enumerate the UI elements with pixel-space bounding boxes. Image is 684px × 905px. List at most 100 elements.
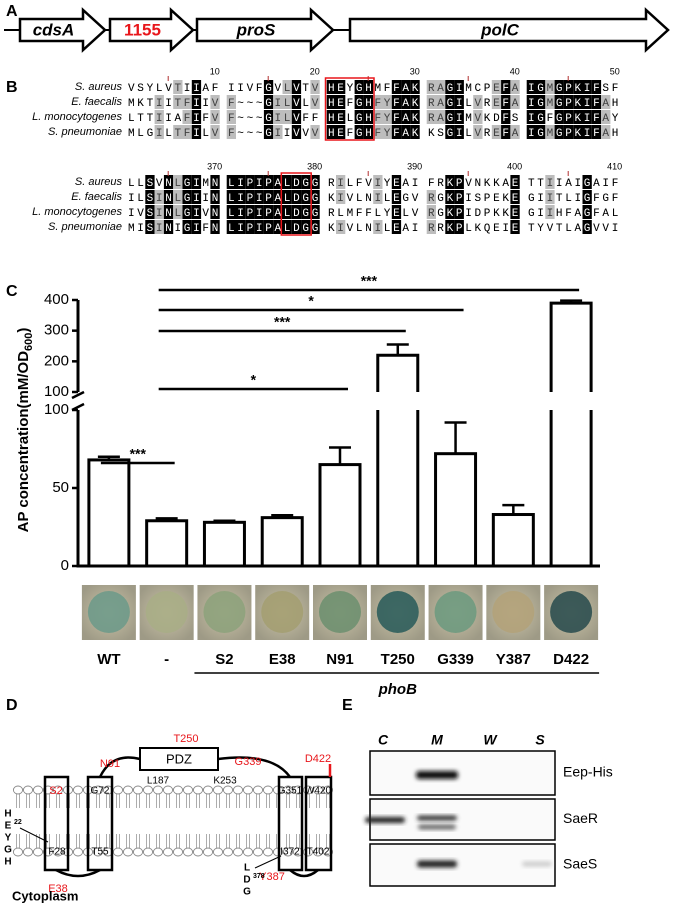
residue-shade <box>582 205 592 219</box>
gene-name: cdsA <box>33 20 75 39</box>
loop <box>289 869 319 878</box>
residue-label: G351 <box>278 786 303 797</box>
colony <box>492 591 535 633</box>
motif-box <box>324 77 375 141</box>
mutation-label: D422 <box>305 753 331 765</box>
residue-shade <box>426 80 436 94</box>
residue-shade <box>410 80 420 94</box>
residue-shade <box>182 95 192 109</box>
gene-arrow <box>108 7 195 53</box>
protein-label: SaeS <box>563 856 597 872</box>
residue-shade <box>245 175 255 189</box>
residue-shade <box>573 110 583 124</box>
residue-shade <box>545 95 555 109</box>
residue-shade <box>245 205 255 219</box>
residue-shade <box>510 175 520 189</box>
residue-shade <box>426 220 436 234</box>
mutation-label: E38 <box>48 883 68 895</box>
residue-shade <box>254 175 264 189</box>
significance-label: *** <box>274 314 291 330</box>
residue-shade <box>191 95 202 109</box>
colony <box>261 591 304 633</box>
y-tick-label: 50 <box>52 479 69 496</box>
residue-shade <box>226 190 236 204</box>
residue-shade <box>282 110 292 124</box>
gene-arrow <box>348 7 670 53</box>
species-name: S. pneumoniae <box>48 126 122 138</box>
lipid-head <box>212 847 224 857</box>
residue-label: K253 <box>213 776 237 787</box>
lipid-head <box>232 785 244 795</box>
blot-band <box>417 815 457 821</box>
lipid-head <box>22 847 34 857</box>
lipid-head <box>262 785 274 795</box>
residue-label: I372 <box>280 847 300 858</box>
residue-label: W420 <box>305 786 332 797</box>
residue-shade <box>363 95 374 109</box>
residue-shade <box>273 95 283 109</box>
residue-shade <box>263 110 274 124</box>
lipid-head <box>262 847 274 857</box>
colony <box>145 591 188 633</box>
residue-shade <box>226 220 236 234</box>
residue-shade <box>491 125 502 139</box>
mutation-label: T250 <box>173 733 198 745</box>
residue-shade <box>582 80 592 94</box>
residue-shade <box>426 205 436 219</box>
x-tick-label: N91 <box>326 651 354 668</box>
residue-label: L187 <box>147 776 170 787</box>
residue-shade <box>354 110 364 124</box>
residue-shade <box>401 80 411 94</box>
motif-letter: E <box>5 821 12 832</box>
residue-shade <box>401 125 411 139</box>
residue-shade <box>263 175 274 189</box>
colony <box>319 591 361 633</box>
residue-shade <box>310 95 320 109</box>
residue-shade <box>354 125 364 139</box>
residue-shade <box>563 95 574 109</box>
residue-shade <box>601 110 611 124</box>
residue-shade <box>282 205 292 219</box>
bar <box>87 458 131 568</box>
group-label: phoB <box>378 681 417 698</box>
residue-shade <box>273 220 283 234</box>
residue-shade <box>254 220 264 234</box>
bar <box>376 410 420 568</box>
residue-shade <box>226 175 236 189</box>
residue-shade <box>436 110 446 124</box>
residue-shade <box>154 220 164 234</box>
x-tick-label: WT <box>97 651 120 668</box>
residue-shade <box>391 110 402 124</box>
species-name: S. aureus <box>75 176 123 188</box>
fraction-label: S <box>535 732 545 748</box>
protein-label: SaeR <box>563 810 598 826</box>
residue-shade <box>145 175 155 189</box>
residue-shade <box>554 80 564 94</box>
y-tick-label: 300 <box>44 322 69 339</box>
residue-shade <box>145 205 155 219</box>
residue-shade <box>536 95 546 109</box>
residue-shade <box>263 125 274 139</box>
ruler-number: 30 <box>410 66 420 76</box>
residue-shade <box>326 110 336 124</box>
residue-shade <box>526 110 536 124</box>
residue-shade <box>582 95 592 109</box>
residue-shade <box>563 80 574 94</box>
alignment: VSYLVTIIAFMKTIITFIIVLTTIIAFIFVMLGILTFILV… <box>125 62 645 242</box>
x-tick-label: E38 <box>269 651 296 668</box>
residue-shade <box>210 190 220 204</box>
residue-shade <box>145 220 155 234</box>
residue-shade <box>554 95 564 109</box>
residue-shade <box>536 125 546 139</box>
motif-pointer <box>19 827 49 843</box>
residue-shade <box>182 125 192 139</box>
residue-shade <box>263 205 274 219</box>
gene-name: proS <box>236 20 276 39</box>
lipid-head <box>22 785 34 795</box>
residue-shade <box>336 190 346 204</box>
lipid-head <box>52 847 64 857</box>
motif-letter: L <box>244 863 250 874</box>
residue-shade <box>154 125 164 139</box>
residue-shade <box>336 220 346 234</box>
pdz-domain <box>139 747 219 771</box>
